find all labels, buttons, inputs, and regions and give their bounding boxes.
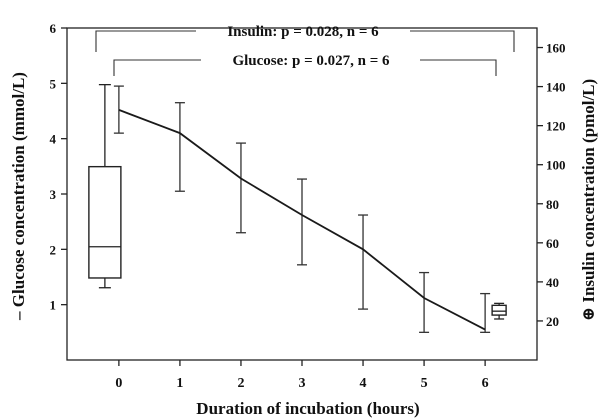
glucose-error-bars: [113, 85, 491, 333]
x-tick-label: 0: [115, 376, 122, 391]
right-tick-label: 80: [546, 197, 559, 212]
glucose-series-line: [118, 109, 486, 331]
insulin-bracket: [95, 30, 515, 52]
x-axis-ticks: 0 1 2 3 4 5 6: [115, 360, 489, 391]
insulin-annotation: Insulin: p = 0.028, n = 6: [227, 24, 379, 40]
right-tick-label: 100: [546, 158, 566, 173]
box-iqr: [88, 165, 122, 279]
right-tick-label: 120: [546, 119, 566, 134]
left-tick-label: 3: [50, 187, 57, 202]
right-tick-label: 20: [546, 314, 559, 329]
left-tick-label: 5: [50, 76, 57, 91]
glucose-annotation: Glucose: p = 0.027, n = 6: [232, 53, 390, 69]
box-iqr: [491, 304, 507, 316]
right-tick-label: 140: [546, 80, 566, 95]
left-tick-label: 2: [50, 242, 57, 257]
x-tick-label: 5: [421, 376, 428, 391]
right-axis-ticks: 20 40 60 80 100 120 140 160: [537, 41, 566, 329]
left-axis-ticks: 1 2 3 4 5 6: [50, 21, 67, 313]
glucose-bracket: [113, 59, 497, 76]
right-tick-label: 60: [546, 236, 559, 251]
right-tick-label: 160: [546, 41, 566, 56]
left-tick-label: 6: [50, 21, 57, 36]
x-tick-label: 3: [299, 376, 306, 391]
x-tick-label: 6: [482, 376, 489, 391]
left-tick-label: 4: [50, 132, 57, 147]
right-tick-label: 40: [546, 275, 559, 290]
insulin-boxplots: [88, 83, 507, 320]
right-axis-label: ⊕ Insulin concentration (pmol/L): [579, 79, 598, 321]
x-tick-label: 4: [360, 376, 367, 391]
x-axis-label: Duration of incubation (hours): [196, 399, 419, 418]
left-axis-label: – Glucose concentration (mmol/L): [9, 72, 28, 321]
x-tick-label: 1: [176, 376, 183, 391]
left-tick-label: 1: [50, 298, 57, 313]
x-tick-label: 2: [237, 376, 244, 391]
